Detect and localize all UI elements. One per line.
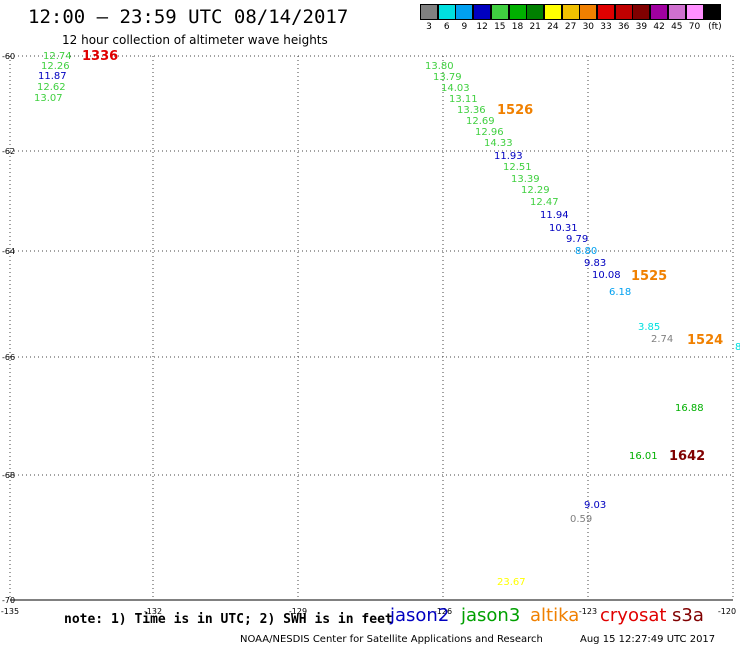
satellite-name: jason3 — [461, 605, 521, 626]
legend-label: 18 — [511, 22, 524, 32]
wave-height-label: 16.01 — [629, 451, 658, 462]
pass-time-label: 1524 — [687, 333, 723, 348]
legend-swatch — [614, 4, 633, 20]
satellite-name: cryosat — [600, 605, 667, 626]
satellite-name: altika — [530, 605, 580, 626]
lon-label: -132 — [144, 607, 162, 616]
legend-swatch — [650, 4, 669, 20]
legend-label: 6 — [443, 22, 450, 32]
wave-height-label: 8.80 — [575, 246, 597, 257]
wave-height-label: 0.59 — [570, 514, 592, 525]
legend-swatch — [703, 4, 722, 20]
map-subtitle: 12 hour collection of altimeter wave hei… — [62, 33, 328, 47]
wave-height-label: 13.39 — [511, 174, 540, 185]
wave-height-label: 12.74 — [43, 51, 72, 62]
legend-swatch — [667, 4, 686, 20]
lat-label: -60 — [2, 52, 15, 61]
wave-height-label: 12.29 — [521, 185, 550, 196]
legend-label: 33 — [600, 22, 612, 32]
wave-height-label: 6.18 — [609, 287, 631, 298]
wave-height-label: 13.11 — [449, 94, 478, 105]
wave-height-label: 14.33 — [484, 138, 513, 149]
legend-swatch — [455, 4, 474, 20]
map-title: 12:00 – 23:59 UTC 08/14/2017 — [28, 6, 349, 28]
generated-timestamp: Aug 15 12:27:49 UTC 2017 — [580, 634, 716, 645]
legend-swatch — [473, 4, 492, 20]
wave-height-label: 8 — [735, 342, 740, 353]
lon-label: -123 — [579, 607, 597, 616]
wave-height-label: 12.51 — [503, 162, 532, 173]
legend-label: 12 — [476, 22, 488, 32]
legend-label: 27 — [564, 22, 577, 32]
wave-height-label: 9.83 — [584, 258, 606, 269]
legend-swatch — [579, 4, 598, 20]
legend-label: 9 — [461, 22, 468, 32]
legend-swatch — [632, 4, 651, 20]
legend-label: 36 — [617, 22, 630, 32]
credit-line: NOAA/NESDIS Center for Satellite Applica… — [240, 634, 543, 645]
legend-label: 45 — [671, 22, 683, 32]
pass-time-label: 1642 — [669, 449, 705, 464]
wave-height-label: 12.96 — [475, 127, 504, 138]
lon-label: -126 — [434, 607, 452, 616]
pass-time-label: 1525 — [631, 269, 667, 284]
wave-height-label: 12.26 — [41, 61, 70, 72]
wave-height-label: 2.74 — [651, 334, 673, 345]
lon-label: -120 — [718, 607, 736, 616]
legend-swatch — [597, 4, 615, 20]
wave-height-label: 9.79 — [566, 234, 588, 245]
legend-swatch — [508, 4, 527, 20]
lat-label: -66 — [2, 353, 15, 362]
legend-unit: (ft) — [708, 22, 722, 32]
legend-label: 21 — [529, 22, 541, 32]
satellite-name: jason2 — [390, 605, 450, 626]
wave-height-label: 11.93 — [494, 151, 523, 162]
legend-label: 70 — [688, 22, 701, 32]
footer-note: note: 1) Time is in UTC; 2) SWH is in fe… — [64, 612, 393, 627]
legend-swatch — [561, 4, 580, 20]
legend-swatch — [685, 4, 704, 20]
lat-label: -70 — [2, 596, 15, 605]
legend-swatch — [420, 4, 438, 20]
wave-height-label: 11.87 — [38, 71, 67, 82]
wave-height-label: 9.03 — [584, 500, 606, 511]
wave-height-label: 3.85 — [638, 322, 660, 333]
legend-label: 15 — [494, 22, 506, 32]
wave-height-label: 12.62 — [37, 82, 66, 93]
wave-height-label: 14.03 — [441, 83, 470, 94]
pass-time-label: 1336 — [82, 49, 118, 64]
wave-height-label: 13.36 — [457, 105, 486, 116]
pass-time-label: 1526 — [497, 103, 533, 118]
wave-height-label: 13.79 — [433, 72, 462, 83]
legend-swatch — [437, 4, 456, 20]
wave-height-label: 11.94 — [540, 210, 569, 221]
wave-height-label: 10.08 — [592, 270, 621, 281]
wave-height-label: 12.69 — [466, 116, 495, 127]
wave-height-label: 16.88 — [675, 403, 704, 414]
lat-label: -62 — [2, 147, 15, 156]
lat-label: -64 — [2, 247, 15, 256]
lon-label: -135 — [1, 607, 19, 616]
legend-label: 24 — [547, 22, 559, 32]
legend-swatch — [526, 4, 545, 20]
wave-height-label: 10.31 — [549, 223, 578, 234]
wave-height-label: 23.67 — [497, 577, 526, 588]
legend-label: 42 — [653, 22, 665, 32]
satellite-name: s3a — [672, 605, 704, 626]
legend-swatch — [543, 4, 562, 20]
lon-label: -129 — [289, 607, 307, 616]
legend-label: 30 — [582, 22, 595, 32]
legend-label: 3 — [426, 22, 432, 32]
wave-height-label: 13.07 — [34, 93, 63, 104]
legend-swatch — [490, 4, 509, 20]
lat-label: -68 — [2, 471, 15, 480]
wave-height-label: 12.47 — [530, 197, 559, 208]
legend-label: 39 — [635, 22, 648, 32]
wave-height-label: 13.80 — [425, 61, 454, 72]
